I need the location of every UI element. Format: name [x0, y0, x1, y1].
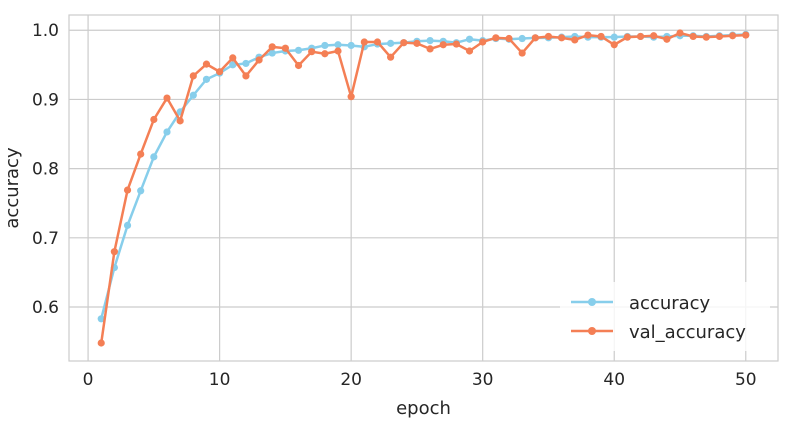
- data-point-val-accuracy: [123, 186, 132, 194]
- data-point-val-accuracy: [663, 35, 671, 43]
- data-point-val-accuracy: [452, 40, 460, 48]
- data-point-accuracy: [123, 221, 132, 229]
- data-point-val-accuracy: [439, 41, 447, 49]
- series-val-accuracy: [97, 29, 750, 347]
- data-point-val-accuracy: [242, 72, 250, 80]
- data-point-val-accuracy: [387, 53, 395, 61]
- data-point-val-accuracy: [347, 93, 355, 101]
- data-point-val-accuracy: [308, 48, 316, 56]
- data-point-val-accuracy: [610, 41, 618, 49]
- data-point-accuracy: [334, 41, 342, 49]
- data-point-val-accuracy: [229, 54, 237, 62]
- data-point-val-accuracy: [202, 60, 211, 68]
- legend-label-accuracy: accuracy: [629, 293, 711, 314]
- y-tick-label: 1.0: [32, 21, 59, 41]
- legend: accuracy val_accuracy: [560, 282, 770, 351]
- data-point-val-accuracy: [702, 33, 710, 41]
- y-axis-label: accuracy: [2, 147, 23, 229]
- data-point-accuracy: [426, 37, 434, 45]
- data-point-accuracy: [229, 61, 237, 69]
- data-point-accuracy: [610, 33, 618, 41]
- data-point-accuracy: [202, 75, 211, 83]
- data-point-accuracy: [163, 128, 171, 136]
- data-point-accuracy: [294, 46, 303, 54]
- x-tick-label: 50: [735, 370, 757, 390]
- x-tick-label: 30: [472, 370, 494, 390]
- x-axis-label: epoch: [396, 398, 451, 419]
- legend-marker-val-accuracy: [588, 327, 596, 335]
- data-point-val-accuracy: [176, 117, 184, 125]
- y-tick-labels: 0.6 0.7 0.8 0.9 1.0: [32, 21, 59, 318]
- x-tick-label: 40: [603, 370, 625, 390]
- data-point-accuracy: [268, 49, 276, 57]
- data-point-val-accuracy: [544, 32, 553, 41]
- data-point-val-accuracy: [742, 31, 750, 39]
- data-point-val-accuracy: [597, 32, 605, 41]
- data-point-val-accuracy: [255, 56, 263, 64]
- data-point-accuracy: [465, 35, 474, 43]
- data-point-accuracy: [150, 153, 158, 161]
- x-tick-label: 20: [340, 370, 362, 390]
- data-point-val-accuracy: [413, 39, 421, 47]
- series-layer: [97, 29, 750, 347]
- data-point-val-accuracy: [294, 61, 303, 70]
- data-point-val-accuracy: [676, 29, 684, 37]
- data-point-val-accuracy: [636, 32, 645, 41]
- legend-marker-accuracy: [588, 298, 596, 306]
- data-point-accuracy: [242, 59, 250, 68]
- x-tick-label: 10: [209, 370, 231, 390]
- x-tick-label: 0: [83, 370, 94, 390]
- data-point-accuracy: [97, 315, 105, 323]
- data-point-val-accuracy: [360, 38, 368, 46]
- data-point-val-accuracy: [163, 94, 171, 102]
- data-point-val-accuracy: [558, 34, 566, 42]
- data-point-val-accuracy: [110, 248, 118, 256]
- y-tick-label: 0.7: [32, 229, 59, 249]
- data-point-val-accuracy: [334, 47, 342, 55]
- data-point-val-accuracy: [137, 150, 145, 158]
- data-point-val-accuracy: [715, 32, 724, 41]
- data-point-val-accuracy: [479, 38, 487, 46]
- data-point-val-accuracy: [505, 34, 513, 43]
- data-point-accuracy: [321, 41, 329, 50]
- x-tick-labels: 0 10 20 30 40 50: [83, 370, 757, 390]
- data-point-val-accuracy: [518, 49, 526, 57]
- data-point-val-accuracy: [189, 72, 197, 80]
- data-point-val-accuracy: [268, 43, 276, 51]
- data-point-accuracy: [518, 34, 526, 43]
- data-point-val-accuracy: [465, 47, 474, 55]
- y-tick-label: 0.8: [32, 160, 59, 180]
- data-point-val-accuracy: [584, 31, 592, 39]
- data-point-val-accuracy: [426, 45, 434, 53]
- data-point-val-accuracy: [531, 34, 539, 42]
- data-point-val-accuracy: [373, 38, 382, 46]
- data-point-val-accuracy: [623, 33, 631, 41]
- data-point-accuracy: [387, 39, 395, 47]
- data-point-accuracy: [189, 91, 197, 99]
- data-point-val-accuracy: [492, 34, 500, 42]
- data-point-val-accuracy: [150, 115, 158, 124]
- data-point-accuracy: [137, 187, 145, 195]
- data-point-val-accuracy: [97, 339, 105, 347]
- data-point-val-accuracy: [281, 44, 289, 52]
- data-point-val-accuracy: [689, 32, 697, 41]
- y-tick-label: 0.6: [32, 298, 59, 318]
- data-point-val-accuracy: [400, 39, 408, 47]
- data-point-accuracy: [347, 41, 355, 50]
- legend-box: [560, 282, 770, 351]
- y-tick-label: 0.9: [32, 90, 59, 110]
- data-point-val-accuracy: [650, 32, 658, 40]
- legend-label-val-accuracy: val_accuracy: [629, 322, 746, 343]
- data-point-val-accuracy: [216, 68, 224, 76]
- data-point-val-accuracy: [729, 32, 737, 40]
- data-point-val-accuracy: [321, 50, 329, 58]
- data-point-val-accuracy: [571, 36, 579, 44]
